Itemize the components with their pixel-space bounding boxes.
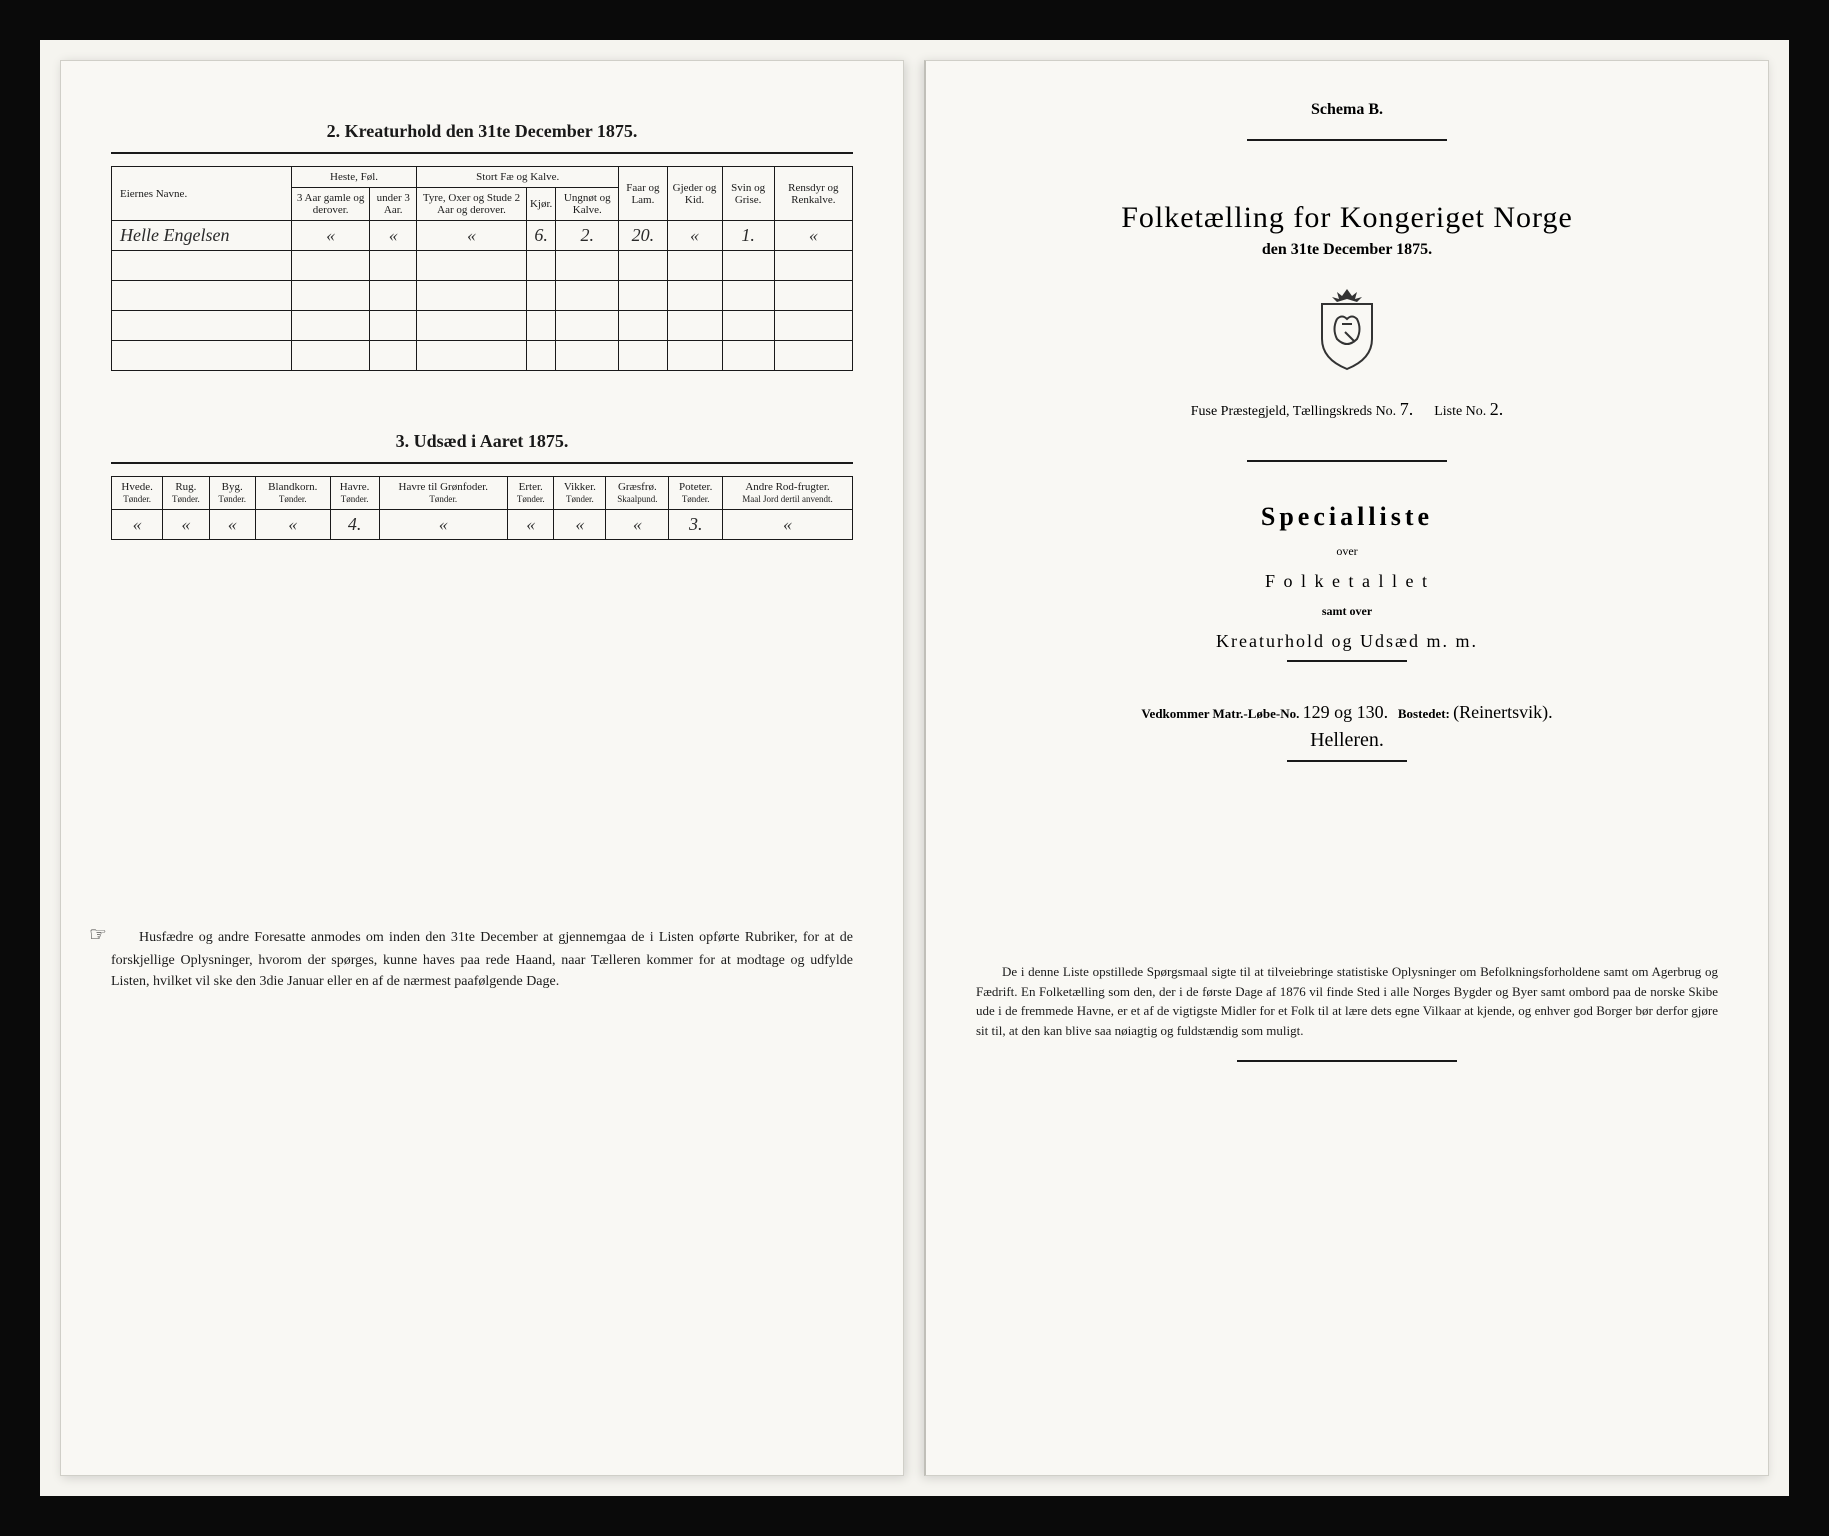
- table2-title: 2. Kreaturhold den 31te December 1875.: [111, 121, 853, 142]
- census-title: Folketælling for Kongeriget Norge: [976, 201, 1718, 235]
- col-horses: Heste, Føl.: [292, 167, 417, 188]
- table-row: « « « « 4. « « « « 3. «: [112, 510, 853, 540]
- col-gresfro: Græsfrø.Skaalpund.: [606, 477, 669, 510]
- table-header-row: Hvede.Tønder. Rug.Tønder. Byg.Tønder. Bl…: [112, 477, 853, 510]
- bottom-paragraph: De i denne Liste opstillede Spørgsmaal s…: [976, 962, 1718, 1040]
- col-sheep: Faar og Lam.: [619, 167, 667, 221]
- col-havre: Havre.Tønder.: [330, 477, 379, 510]
- col-rug: Rug.Tønder.: [163, 477, 209, 510]
- document-frame: 2. Kreaturhold den 31te December 1875. E…: [40, 40, 1789, 1496]
- cell: «: [667, 221, 722, 251]
- kreaturhold: Kreaturhold og Udsæd m. m.: [976, 631, 1718, 652]
- rule: [1287, 760, 1407, 762]
- sub-h5: Ungnøt og Kalve.: [556, 188, 619, 221]
- col-pigs: Svin og Grise.: [722, 167, 774, 221]
- cell: «: [554, 510, 606, 540]
- col-blandkorn: Blandkorn.Tønder.: [255, 477, 330, 510]
- col-hvede: Hvede.Tønder.: [112, 477, 163, 510]
- rule: [1247, 139, 1447, 141]
- rule: [111, 152, 853, 154]
- cell: «: [255, 510, 330, 540]
- col-owner: Eiernes Navne.: [112, 167, 292, 221]
- census-date: den 31te December 1875.: [976, 241, 1718, 259]
- cell: 3.: [669, 510, 723, 540]
- sub-h2: under 3 Aar.: [370, 188, 417, 221]
- cell: 6.: [526, 221, 555, 251]
- coat-of-arms-icon: [1307, 284, 1387, 374]
- cell: «: [774, 221, 852, 251]
- seed-table: Hvede.Tønder. Rug.Tønder. Byg.Tønder. Bl…: [111, 476, 853, 540]
- sub-h3: Tyre, Oxer og Stude 2 Aar og derover.: [417, 188, 527, 221]
- sub-h1: 3 Aar gamle og derover.: [292, 188, 370, 221]
- cell: «: [417, 221, 527, 251]
- cell: 2.: [556, 221, 619, 251]
- table3-title: 3. Udsæd i Aaret 1875.: [111, 431, 853, 452]
- rule: [1247, 460, 1447, 462]
- col-reindeer: Rensdyr og Renkalve.: [774, 167, 852, 221]
- left-page: 2. Kreaturhold den 31te December 1875. E…: [60, 60, 904, 1476]
- table-row: [112, 341, 853, 371]
- col-goats: Gjeder og Kid.: [667, 167, 722, 221]
- cell: «: [292, 221, 370, 251]
- rule: [111, 462, 853, 464]
- cell: «: [379, 510, 508, 540]
- pointer-icon: ☞: [89, 920, 129, 950]
- bosted-value: Helleren.: [976, 729, 1718, 752]
- right-page: Schema B. Folketælling for Kongeriget No…: [924, 60, 1769, 1476]
- rule: [1287, 660, 1407, 662]
- cell: «: [508, 510, 554, 540]
- sub-h4: Kjør.: [526, 188, 555, 221]
- meta-line: Fuse Præstegjeld, Tællingskreds No. 7. L…: [976, 399, 1718, 420]
- left-notice: ☞Husfædre og andre Foresatte anmodes om …: [111, 920, 853, 992]
- col-byg: Byg.Tønder.: [209, 477, 255, 510]
- livestock-table: Eiernes Navne. Heste, Føl. Stort Fæ og K…: [111, 166, 853, 371]
- folketallet: F o l k e t a l l e t: [976, 571, 1718, 592]
- cell: 1.: [722, 221, 774, 251]
- cell: «: [606, 510, 669, 540]
- col-cattle: Stort Fæ og Kalve.: [417, 167, 619, 188]
- vedkommer-line: Vedkommer Matr.-Løbe-No. 129 og 130. Bos…: [976, 702, 1718, 723]
- col-rodfrugter: Andre Rod-frugter.Maal Jord dertil anven…: [723, 477, 853, 510]
- cell: «: [723, 510, 853, 540]
- cell: «: [112, 510, 163, 540]
- owner-name: Helle Engelsen: [112, 221, 292, 251]
- table-header-row: Eiernes Navne. Heste, Føl. Stort Fæ og K…: [112, 167, 853, 188]
- table-row: [112, 251, 853, 281]
- col-poteter: Poteter.Tønder.: [669, 477, 723, 510]
- table-row: [112, 281, 853, 311]
- samt-over: samt over: [976, 604, 1718, 619]
- cell: «: [209, 510, 255, 540]
- cell: «: [370, 221, 417, 251]
- table-row: Helle Engelsen « « « 6. 2. 20. « 1. «: [112, 221, 853, 251]
- cell: 20.: [619, 221, 667, 251]
- col-vikker: Vikker.Tønder.: [554, 477, 606, 510]
- table-row: [112, 311, 853, 341]
- over-label: over: [976, 544, 1718, 559]
- col-havre-gf: Havre til Grønfoder.Tønder.: [379, 477, 508, 510]
- col-erter: Erter.Tønder.: [508, 477, 554, 510]
- cell: 4.: [330, 510, 379, 540]
- rule: [1237, 1060, 1457, 1062]
- cell: «: [163, 510, 209, 540]
- schema-label: Schema B.: [976, 101, 1718, 119]
- specialliste: Specialliste: [976, 502, 1718, 532]
